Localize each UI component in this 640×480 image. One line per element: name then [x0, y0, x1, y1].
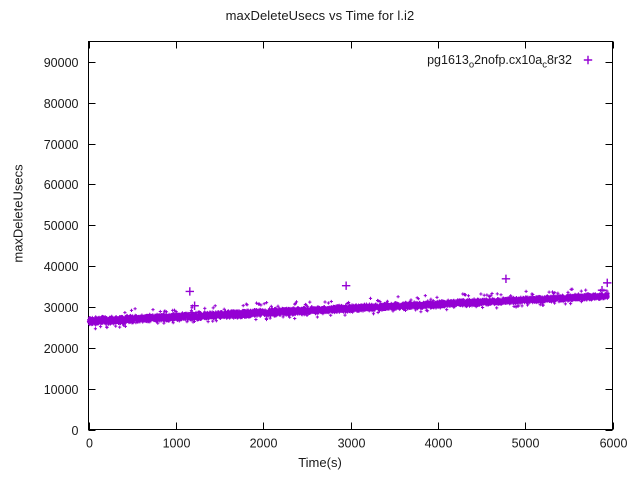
y-axis-ticks: 0 10000 20000 30000 40000 50000 60000 70000 8000…	[44, 56, 613, 438]
legend: pg1613o2nofp.cx10ac8r32	[427, 53, 593, 71]
x-tick-label: 3000	[338, 437, 366, 451]
x-axis-label: Time(s)	[298, 455, 342, 470]
y-tick-label: 40000	[44, 260, 79, 274]
x-tick-label: 2000	[250, 437, 278, 451]
x-tick-label: 4000	[425, 437, 453, 451]
y-tick-label: 70000	[44, 138, 79, 152]
outlier-points	[185, 274, 612, 310]
x-tick-label: 1000	[163, 437, 191, 451]
y-tick-label: 20000	[44, 342, 79, 356]
plot-border	[88, 41, 613, 430]
x-tick-label: 0	[86, 437, 93, 451]
legend-marker-icon	[583, 55, 593, 65]
legend-label: pg1613o2nofp.cx10ac8r32	[427, 53, 572, 71]
data-points-series	[86, 274, 612, 331]
data-point-cloud	[86, 287, 610, 331]
y-tick-label: 30000	[44, 301, 79, 315]
x-tick-label: 6000	[600, 437, 628, 451]
y-tick-label: 0	[72, 424, 79, 438]
x-tick-label: 5000	[512, 437, 540, 451]
y-tick-label: 90000	[44, 56, 79, 70]
chart-title: maxDeleteUsecs vs Time for l.i2	[225, 8, 415, 23]
y-tick-label: 60000	[44, 178, 79, 192]
x-axis-ticks: 0 1000 2000 3000 4000 5000 6000	[86, 41, 628, 451]
y-tick-label: 10000	[44, 383, 79, 397]
y-tick-label: 50000	[44, 219, 79, 233]
y-tick-label: 80000	[44, 97, 79, 111]
